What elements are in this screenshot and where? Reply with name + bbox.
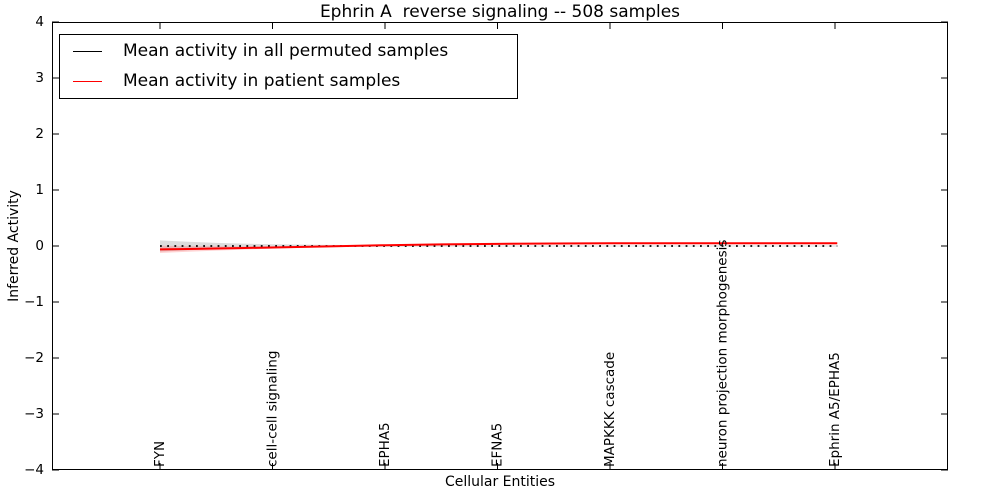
y-tick-label: 0 xyxy=(35,238,44,254)
x-tick-label: EPHA5 xyxy=(377,422,393,467)
series-line-1 xyxy=(159,242,838,251)
y-tick-label: −3 xyxy=(24,406,44,422)
x-tick-label: EFNA5 xyxy=(490,423,506,467)
x-axis-label: Cellular Entities xyxy=(444,474,556,490)
y-tick-label: 4 xyxy=(35,14,44,30)
legend-item-label: Mean activity in all permuted samples xyxy=(123,41,449,61)
y-tick-label: −1 xyxy=(24,294,44,310)
x-tick-label: cell-cell signaling xyxy=(265,351,281,467)
legend-item-permuted: Mean activity in all permuted samples xyxy=(60,38,517,65)
axes xyxy=(52,21,948,471)
y-tick-label: −4 xyxy=(24,462,44,478)
y-tick-label: 1 xyxy=(35,182,44,198)
legend: Mean activity in all permuted samples Me… xyxy=(59,34,518,99)
x-tick-label: Ephrin A5/EPHA5 xyxy=(827,352,843,467)
legend-item-patient: Mean activity in patient samples xyxy=(60,68,517,95)
legend-line-sample-permuted xyxy=(73,51,102,52)
x-tick-label: FYN xyxy=(152,441,168,467)
y-tick-label: 2 xyxy=(35,126,44,142)
x-tick-label: MAPKKK cascade xyxy=(602,352,618,467)
legend-line-sample-patient xyxy=(73,81,102,82)
x-tick-label: neuron projection morphogenesis xyxy=(715,240,731,467)
y-tick-label: −2 xyxy=(24,350,44,366)
chart-title: Ephrin A reverse signaling -- 508 sample… xyxy=(319,2,681,22)
legend-item-label: Mean activity in patient samples xyxy=(123,71,401,91)
y-tick-label: 3 xyxy=(35,70,44,86)
y-axis-label: Inferred Activity xyxy=(6,190,22,302)
